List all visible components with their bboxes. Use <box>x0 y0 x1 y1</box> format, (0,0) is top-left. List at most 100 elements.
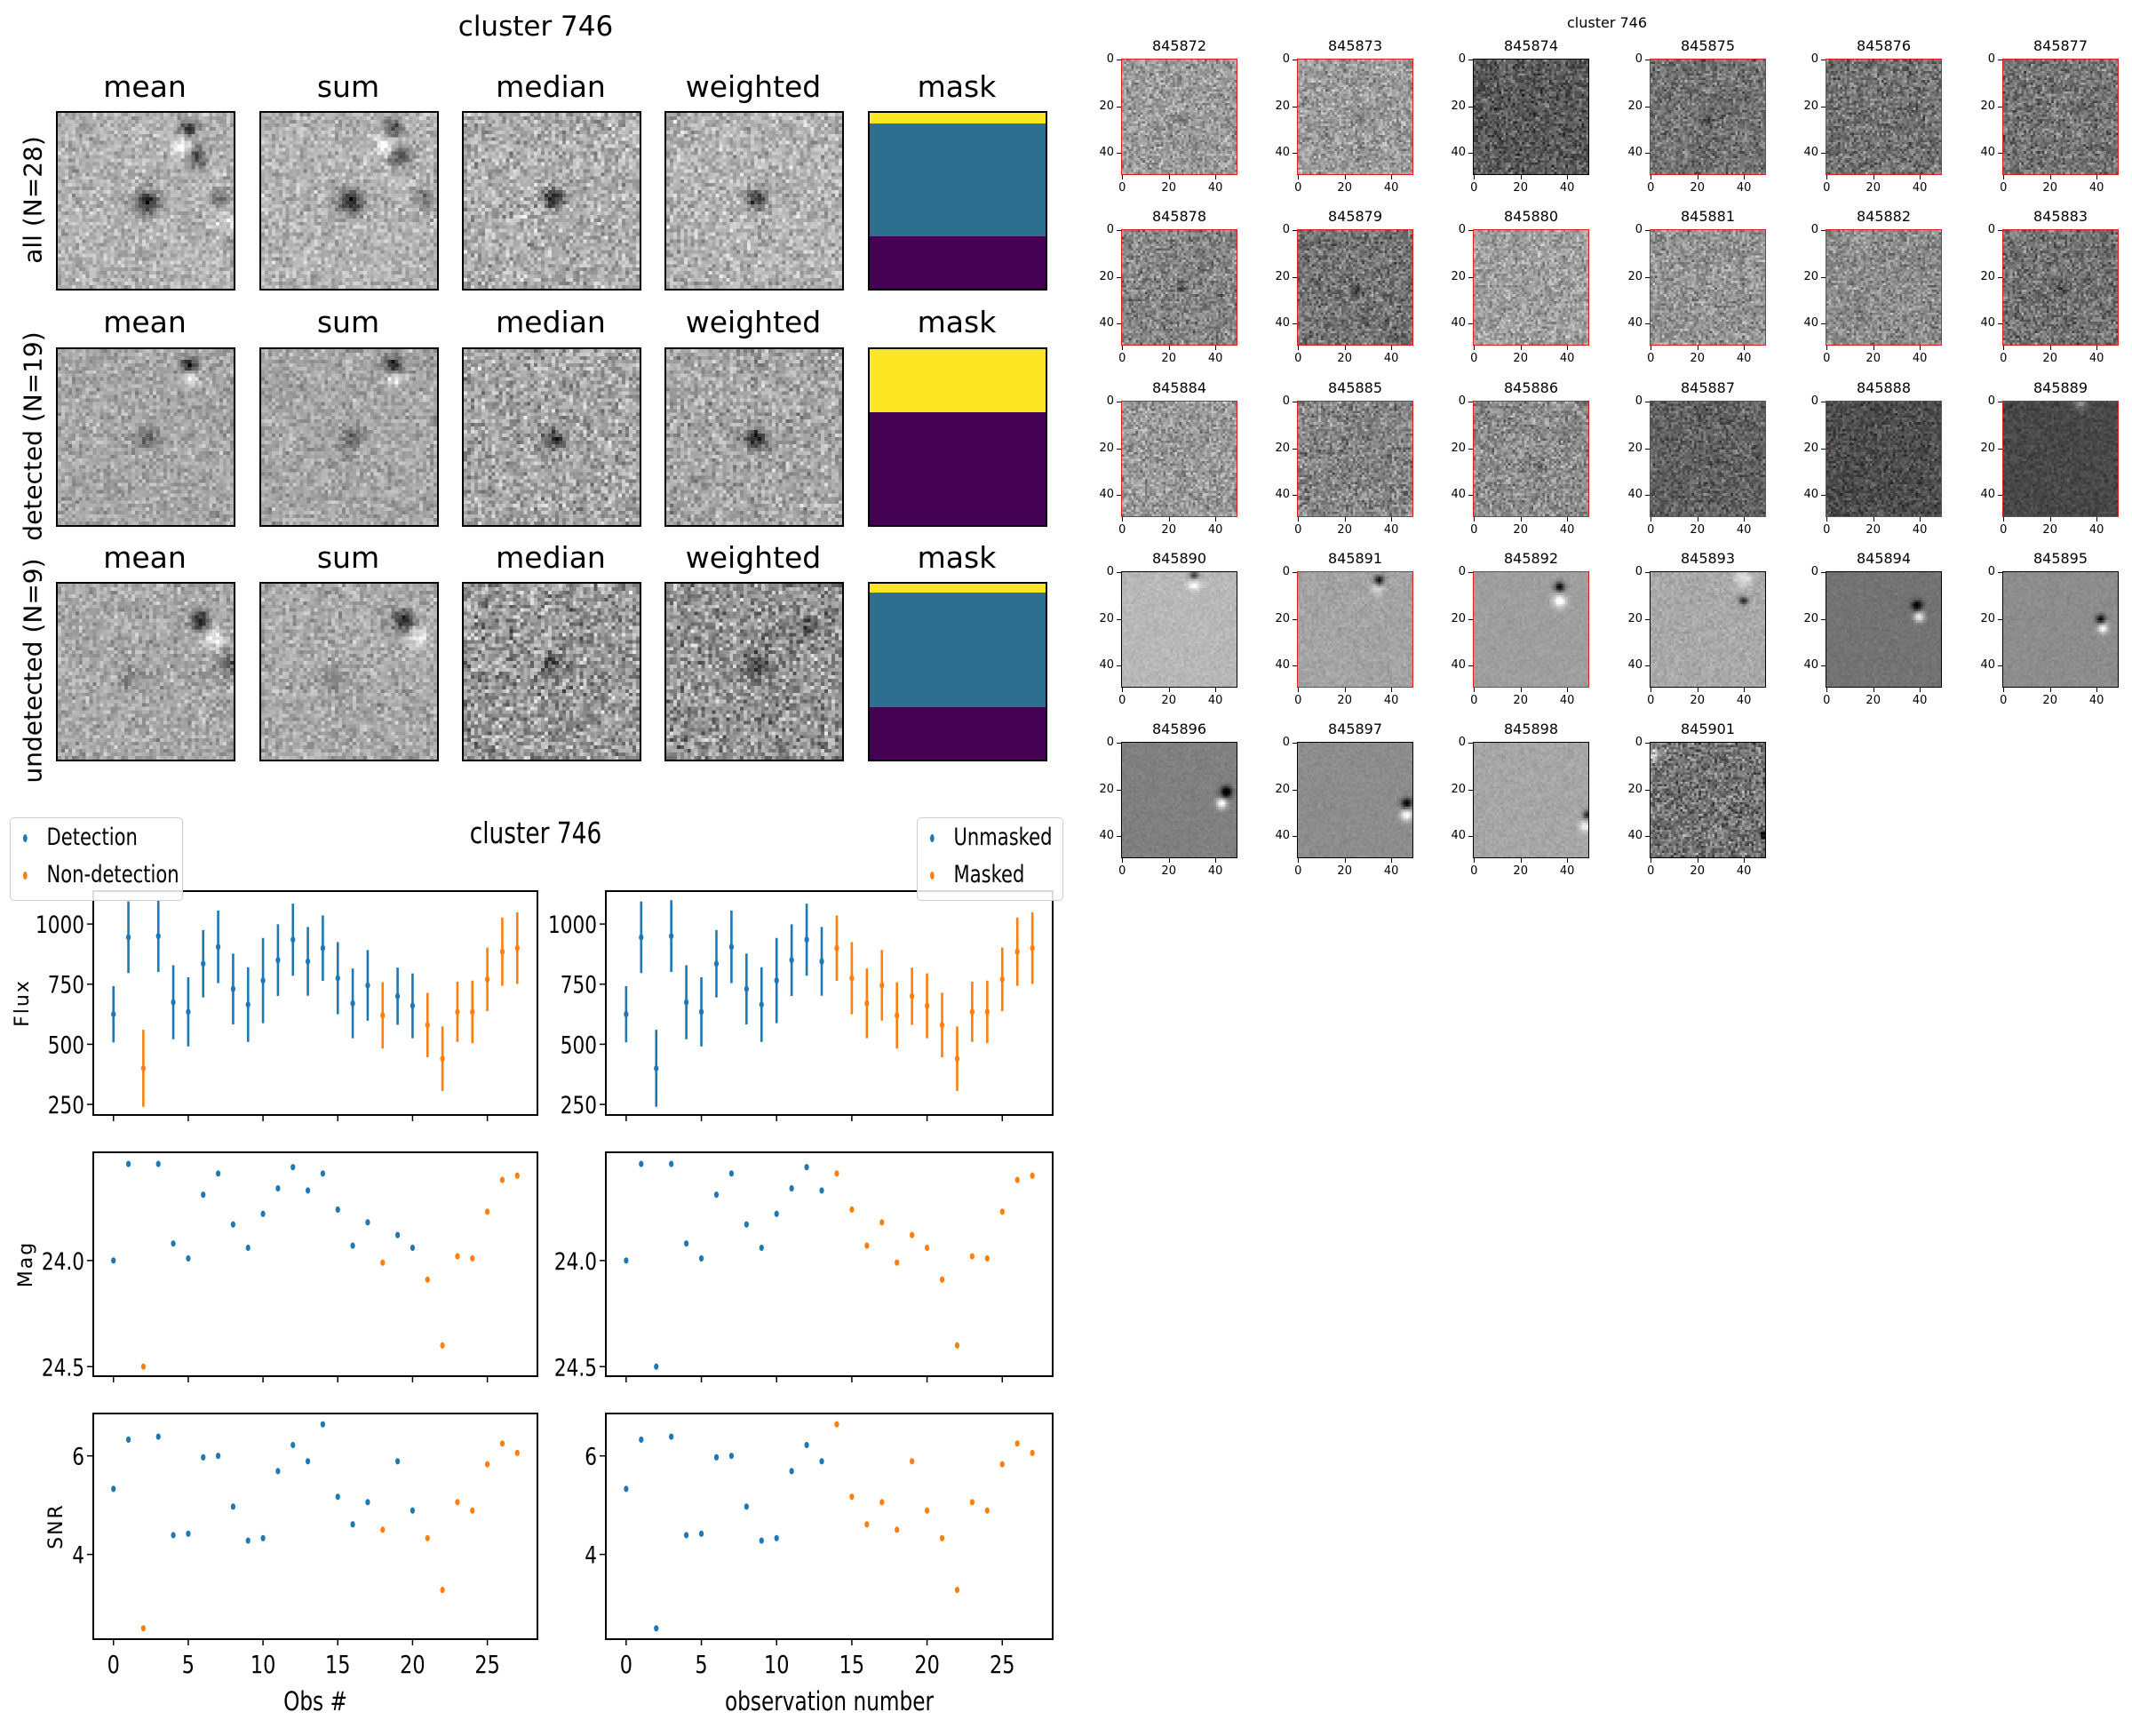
y-tick-label: 40 <box>1980 488 1995 502</box>
y-tick-label: 20 <box>1980 611 1995 625</box>
x-tick-mark <box>1344 858 1346 863</box>
thumbnail-detected <box>2002 401 2119 517</box>
thumbnail-canvas <box>1651 743 1765 857</box>
data-point <box>669 933 674 940</box>
data-point <box>230 1503 236 1510</box>
right-figure-title: cluster 746 <box>1566 14 1648 31</box>
y-tick-label: 20 <box>1275 611 1290 625</box>
thumbnail-canvas <box>1298 60 1412 174</box>
data-point <box>455 1008 460 1015</box>
x-tick-mark <box>1122 517 1124 522</box>
stack-canvas <box>666 584 842 760</box>
data-point <box>425 1276 430 1283</box>
x-tick-mark <box>1567 175 1569 179</box>
thumbnail-title: 845887 <box>1680 379 1736 396</box>
data-point <box>759 1001 764 1008</box>
data-point <box>440 1342 445 1349</box>
y-tick-mark <box>1821 572 1826 574</box>
x-tick-label: 20 <box>1866 181 1881 195</box>
y-tick-mark <box>1117 836 1121 838</box>
thumbnail-canvas <box>1298 230 1412 345</box>
data-point <box>744 985 749 992</box>
y-tick-label: 40 <box>1803 488 1818 502</box>
thumbnail-canvas <box>2003 572 2118 687</box>
y-tick-mark <box>1645 665 1650 667</box>
y-tick-label: 40 <box>1451 316 1466 330</box>
y-tick-label: 4 <box>585 1541 597 1569</box>
axes-frame <box>92 890 538 1116</box>
x-tick-label: 40 <box>1912 181 1928 195</box>
data-point <box>425 1534 430 1541</box>
thumbnail-nondetected <box>1297 742 1413 858</box>
thumbnail-canvas <box>1826 60 1941 174</box>
data-point <box>380 1526 386 1533</box>
x-tick-mark <box>1567 517 1569 522</box>
x-tick-mark <box>1826 346 1828 350</box>
data-point <box>879 1219 885 1226</box>
thumbnail-canvas <box>1122 743 1237 857</box>
x-tick-label: 0 <box>107 1649 120 1678</box>
y-tick-label: 500 <box>561 1031 597 1059</box>
y-tick-label: 0 <box>1810 394 1818 409</box>
data-point <box>365 982 370 989</box>
y-tick-label: 0 <box>1458 223 1466 237</box>
data-point <box>394 992 401 999</box>
y-tick-label: 0 <box>1106 394 1114 409</box>
x-tick-label: 10 <box>251 1649 275 1678</box>
legend-entry: Masked <box>930 861 1024 888</box>
column-title: median <box>496 305 606 339</box>
x-tick-mark <box>1873 688 1874 692</box>
data-point <box>1030 944 1035 952</box>
data-point <box>774 977 779 984</box>
y-tick-label: 40 <box>1627 658 1643 673</box>
x-tick-label: 0 <box>1647 864 1655 878</box>
stack-canvas <box>464 584 640 760</box>
sum-stack-image <box>259 582 439 761</box>
x-tick-mark <box>1744 858 1746 863</box>
thumbnail-title: 845879 <box>1327 208 1383 225</box>
x-tick-label: 20 <box>1161 694 1176 707</box>
y-tick-mark <box>1468 572 1473 574</box>
data-point <box>774 1210 779 1217</box>
data-point <box>910 992 915 999</box>
x-tick-mark <box>1215 688 1217 692</box>
y-tick-label: 40 <box>1627 146 1643 160</box>
thumbnail-title: 845882 <box>1856 208 1912 225</box>
data-point <box>895 1526 900 1533</box>
y-tick-label: 1000 <box>548 911 597 939</box>
stack-canvas <box>261 349 437 525</box>
weighted-stack-image <box>664 582 844 761</box>
data-point <box>879 1499 885 1506</box>
x-tick-label: 0 <box>1470 523 1478 537</box>
x-tick-label: 40 <box>1736 181 1752 195</box>
y-tick-label: 0 <box>1635 223 1643 237</box>
x-tick-mark <box>1122 688 1124 692</box>
stack-canvas <box>58 113 234 289</box>
x-tick-label: 40 <box>1207 352 1223 365</box>
x-tick-mark <box>1920 175 1921 179</box>
x-tick-mark <box>1520 517 1522 522</box>
thumbnail-title: 845893 <box>1680 550 1736 567</box>
y-tick-mark <box>1821 495 1826 497</box>
x-tick-mark <box>1168 858 1170 863</box>
y-tick-label: 0 <box>1282 52 1290 67</box>
data-point <box>774 1534 779 1541</box>
x-tick-label: 40 <box>1207 694 1223 707</box>
y-tick-mark <box>1645 276 1650 278</box>
legend-label: Non-detection <box>46 861 179 888</box>
data-point <box>335 1493 340 1501</box>
column-title: weighted <box>685 305 822 339</box>
x-tick-mark <box>1122 858 1124 863</box>
y-tick-label: 20 <box>1451 269 1466 283</box>
thumbnail-canvas <box>1474 230 1588 345</box>
x-tick-mark <box>2003 175 2005 179</box>
axes-frame <box>605 1151 1054 1377</box>
x-tick-label: 40 <box>1383 523 1399 537</box>
x-tick-mark <box>2049 517 2051 522</box>
data-point <box>485 1461 490 1468</box>
x-tick-label: 5 <box>695 1649 707 1678</box>
x-tick-label: 20 <box>1337 523 1352 537</box>
thumbnail-title: 845884 <box>1151 379 1207 396</box>
thumbnail-nondetected <box>1650 571 1766 688</box>
y-tick-mark <box>1998 230 2002 232</box>
